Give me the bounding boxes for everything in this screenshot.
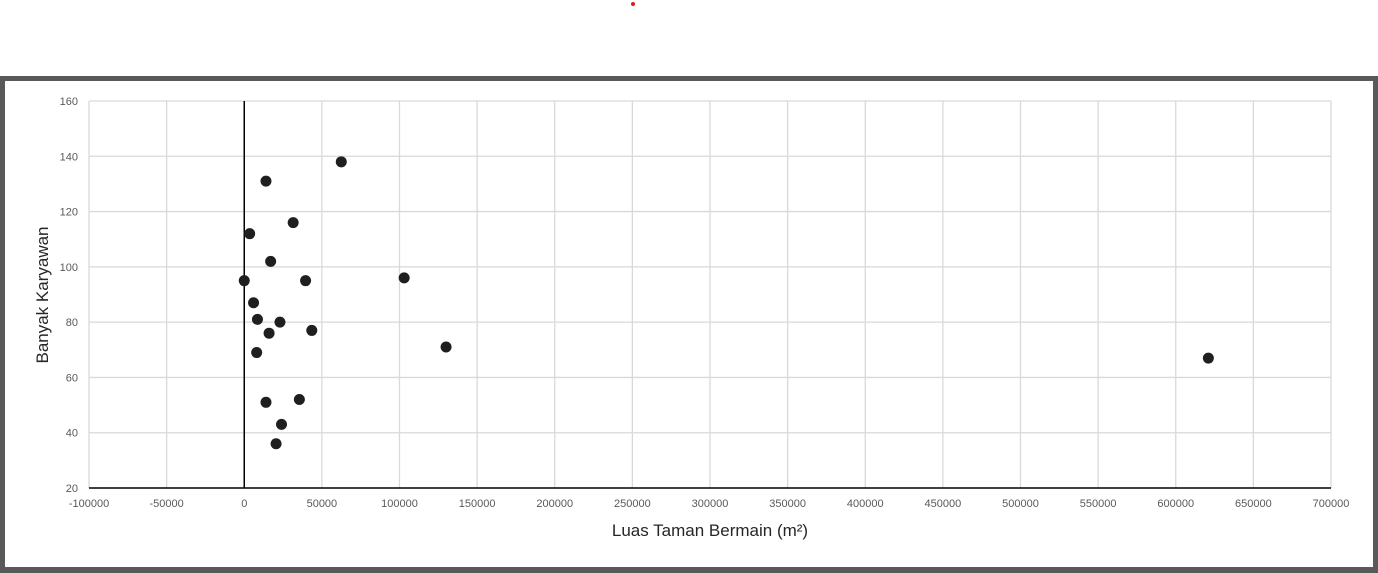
y-tick-label: 80 — [66, 317, 78, 329]
x-tick-label: 250000 — [614, 498, 651, 510]
data-point — [274, 316, 286, 328]
axes — [89, 101, 1331, 489]
x-tick-label: -100000 — [69, 498, 109, 510]
y-tick-label: 140 — [60, 151, 78, 163]
x-axis-title: Luas Taman Bermain (m²) — [612, 521, 808, 540]
x-tick-label: 0 — [241, 498, 247, 510]
data-point — [293, 394, 305, 406]
x-tick-label: 600000 — [1157, 498, 1194, 510]
tick-labels: -100000 -50000 0 50000 100000 150000 200000 250… — [60, 96, 1350, 510]
data-point — [263, 327, 275, 339]
y-tick-label: 160 — [60, 96, 78, 108]
data-point — [265, 255, 277, 267]
data-point — [440, 341, 452, 353]
data-point — [287, 217, 299, 229]
x-tick-label: 650000 — [1235, 498, 1272, 510]
y-tick-label: 40 — [66, 428, 78, 440]
data-point — [251, 313, 263, 325]
x-tick-label: 450000 — [925, 498, 962, 510]
y-tick-label: 20 — [66, 483, 78, 495]
data-point — [248, 297, 260, 309]
x-tick-label: 550000 — [1080, 498, 1117, 510]
y-tick-label: 100 — [60, 262, 78, 274]
x-tick-label: 350000 — [769, 498, 806, 510]
chart-frame — [0, 76, 1378, 573]
data-point — [238, 275, 250, 287]
data-point — [260, 175, 272, 187]
x-tick-label: 50000 — [307, 498, 338, 510]
gridlines — [88, 100, 1332, 488]
x-tick-label: 300000 — [692, 498, 729, 510]
data-point — [276, 418, 288, 430]
x-tick-label: 400000 — [847, 498, 884, 510]
x-tick-label: 500000 — [1002, 498, 1039, 510]
data-point — [1202, 352, 1214, 364]
data-point — [260, 396, 272, 408]
x-tick-label: -50000 — [149, 498, 183, 510]
data-point — [335, 156, 347, 168]
x-tick-label: 150000 — [459, 498, 496, 510]
red-marker-dot — [631, 2, 635, 6]
data-point — [300, 275, 312, 287]
y-tick-label: 60 — [66, 372, 78, 384]
data-point — [398, 272, 410, 284]
data-point — [270, 438, 282, 450]
y-tick-label: 120 — [60, 207, 78, 219]
data-point — [306, 324, 318, 336]
y-axis-title: Banyak Karyawan — [33, 226, 52, 363]
data-points — [238, 156, 1214, 450]
x-tick-label: 100000 — [381, 498, 418, 510]
x-tick-label: 200000 — [536, 498, 573, 510]
data-point — [251, 347, 263, 359]
x-tick-label: 700000 — [1313, 498, 1350, 510]
data-point — [244, 228, 256, 240]
